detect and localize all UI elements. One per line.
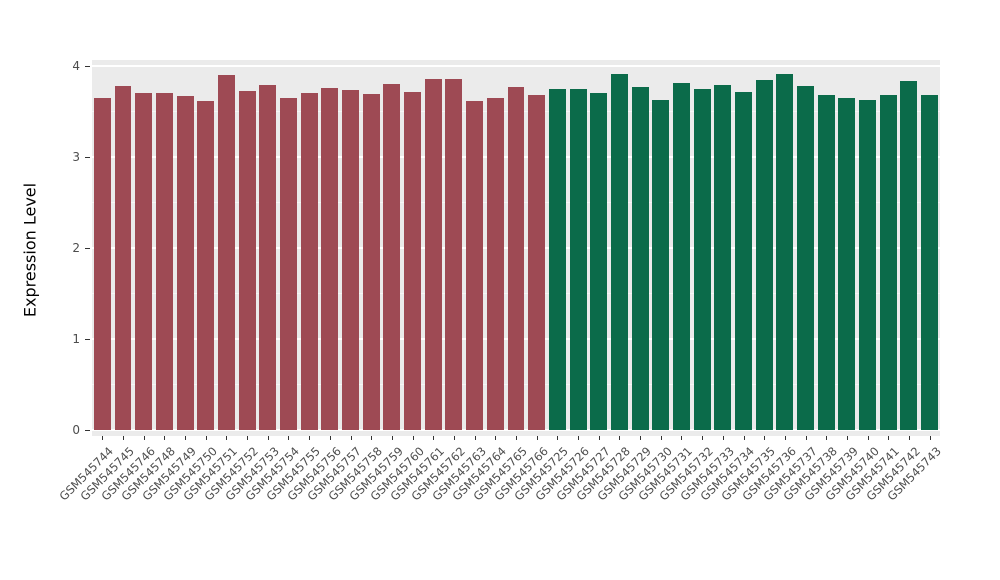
bar <box>507 86 525 430</box>
bar <box>259 85 277 430</box>
x-tick-mark <box>784 436 786 440</box>
y-tick-label: 1 <box>72 332 80 346</box>
x-tick-mark <box>764 436 766 440</box>
x-tick-mark <box>640 436 642 440</box>
bar <box>342 89 359 430</box>
plot-panel <box>92 60 940 436</box>
x-tick-mark <box>350 436 352 440</box>
x-tick-mark <box>309 436 311 440</box>
bar <box>755 79 773 430</box>
x-tick-mark <box>102 436 104 440</box>
x-tick-mark <box>743 436 745 440</box>
x-tick-mark <box>371 436 373 440</box>
major-gridline <box>92 65 940 67</box>
x-tick-mark <box>453 436 455 440</box>
bar <box>114 86 132 430</box>
bar <box>735 92 752 430</box>
bar <box>280 97 297 430</box>
x-tick-mark <box>185 436 187 440</box>
x-tick-mark <box>929 436 931 440</box>
bar <box>486 97 504 430</box>
bar <box>776 74 794 430</box>
bar <box>859 99 877 430</box>
x-tick-mark <box>288 436 290 440</box>
x-tick-mark <box>557 436 559 440</box>
bar <box>93 97 111 430</box>
x-tick-mark <box>495 436 497 440</box>
x-tick-mark <box>702 436 704 440</box>
x-axis: GSM545744 GSM545745 GSM545746 GSM545748 GSM5… <box>57 436 944 566</box>
major-gridline <box>92 429 940 431</box>
bar <box>610 74 628 430</box>
bar <box>404 92 422 430</box>
bar <box>900 81 918 430</box>
y-axis: 0 1 2 3 4 <box>0 59 92 437</box>
x-tick-mark <box>433 436 435 440</box>
x-tick-mark <box>536 436 538 440</box>
x-tick-mark <box>867 436 869 440</box>
y-tick-label: 4 <box>72 59 80 73</box>
x-tick-mark <box>888 436 890 440</box>
bar <box>590 93 608 430</box>
x-tick-mark <box>226 436 228 440</box>
bar <box>424 78 442 430</box>
bar <box>921 95 939 430</box>
x-tick-mark <box>660 436 662 440</box>
y-tick-label: 0 <box>72 423 80 437</box>
x-tick-mark <box>722 436 724 440</box>
x-tick-mark <box>247 436 249 440</box>
bar <box>569 88 587 430</box>
y-tick-label: 2 <box>72 241 80 255</box>
bar <box>714 85 732 430</box>
x-tick-mark <box>412 436 414 440</box>
bar <box>672 83 690 430</box>
bar <box>817 95 835 430</box>
bar <box>693 88 711 430</box>
bar <box>135 93 153 430</box>
bar <box>652 99 670 430</box>
x-tick-mark <box>805 436 807 440</box>
bar <box>238 90 256 430</box>
x-tick-mark <box>846 436 848 440</box>
x-tick-mark <box>516 436 517 440</box>
y-tick-mark <box>85 248 90 249</box>
y-tick-mark <box>85 157 90 158</box>
x-tick-mark <box>164 436 166 440</box>
bar <box>300 93 318 430</box>
bar <box>879 95 897 430</box>
x-tick-mark <box>267 436 269 440</box>
y-tick-mark <box>85 339 90 340</box>
bar <box>155 93 173 430</box>
bar <box>466 100 484 430</box>
x-tick-mark <box>391 436 393 440</box>
x-tick-mark <box>578 436 580 440</box>
y-tick-label: 3 <box>72 150 80 164</box>
bar <box>797 86 815 430</box>
x-tick-mark <box>908 436 910 440</box>
bar <box>528 95 546 430</box>
x-tick-mark <box>598 436 600 440</box>
bar <box>197 100 215 430</box>
y-tick-mark <box>85 430 90 431</box>
x-tick-mark <box>123 436 125 440</box>
x-tick-mark <box>329 436 331 440</box>
bar <box>176 96 194 430</box>
bar <box>631 86 649 430</box>
bar <box>362 94 380 430</box>
x-tick-mark <box>474 436 476 440</box>
x-tick-mark <box>205 436 207 440</box>
bar <box>838 97 856 430</box>
x-tick-mark <box>826 436 828 440</box>
bar <box>321 87 339 430</box>
x-tick-mark <box>619 436 621 440</box>
bar <box>445 78 463 430</box>
bar <box>383 84 401 430</box>
x-tick-mark <box>143 436 145 440</box>
bar <box>548 88 566 430</box>
x-tick-mark <box>681 436 683 440</box>
bar <box>217 75 235 430</box>
y-tick-mark <box>85 66 90 67</box>
